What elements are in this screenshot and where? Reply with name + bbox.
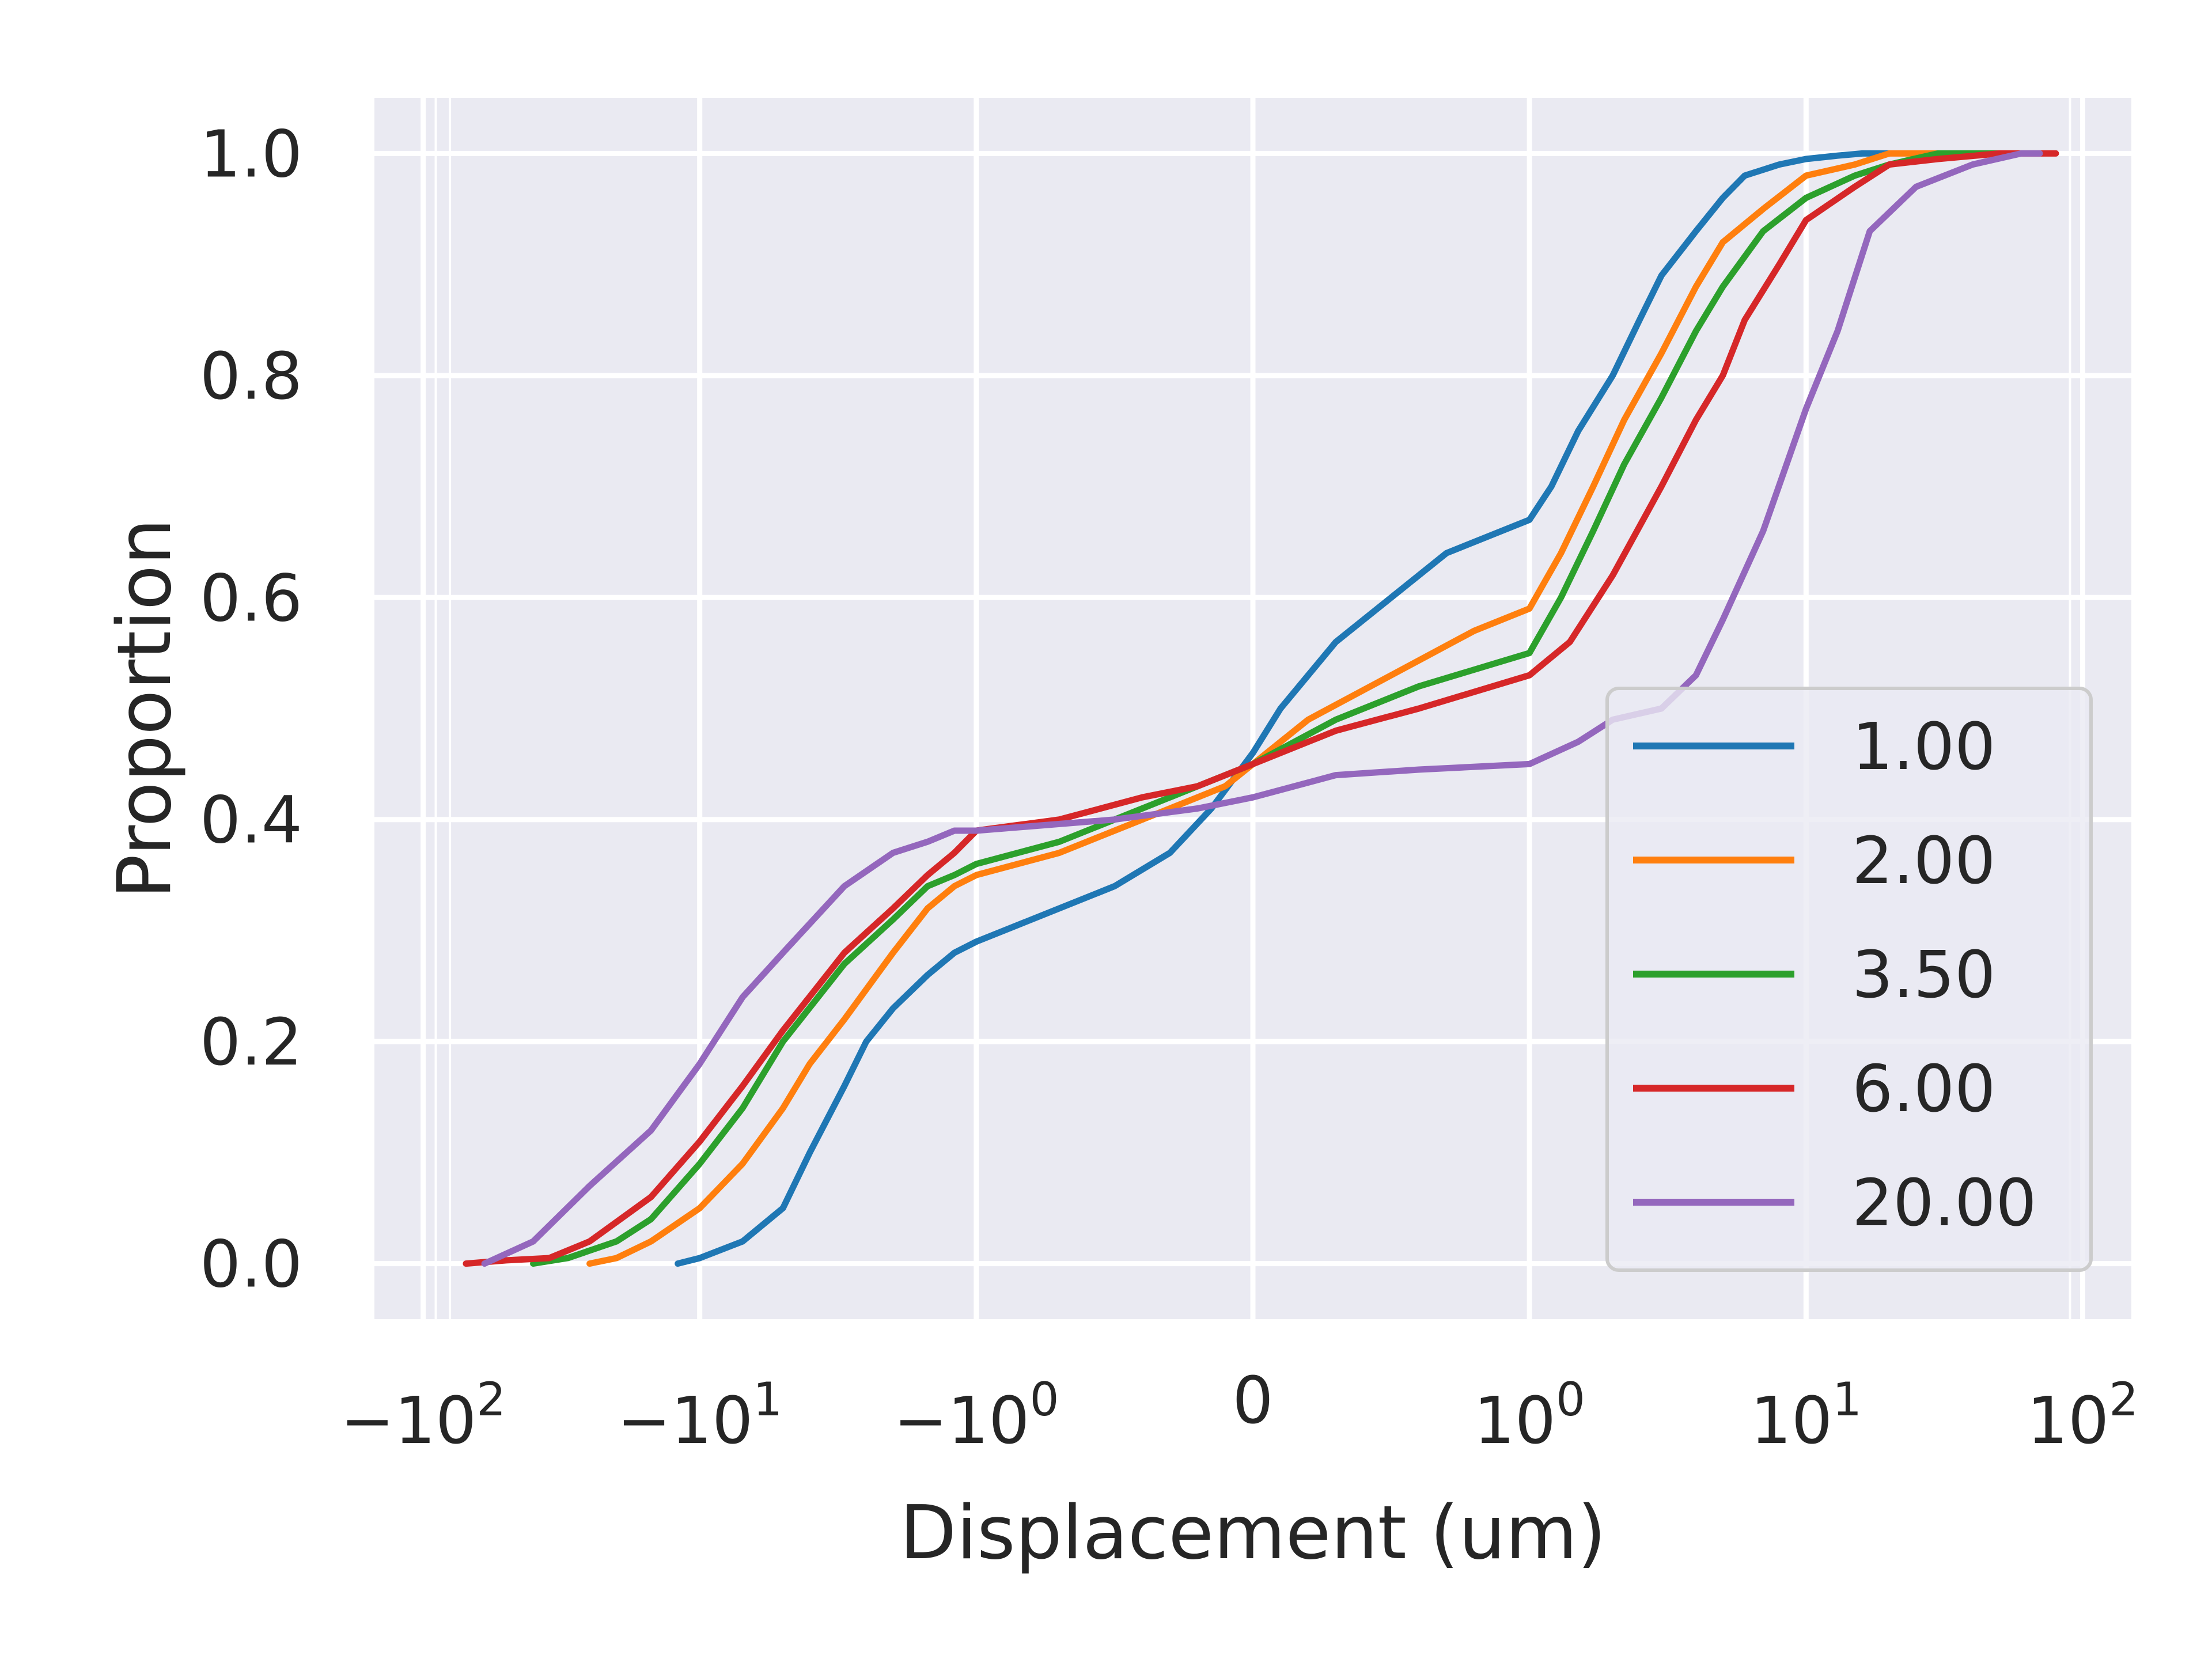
y-tick-label: 0.0 [200, 1228, 302, 1302]
y-tick-label: 0.4 [200, 783, 302, 858]
legend-label: 3.50 [1852, 938, 1995, 1013]
legend-label: 1.00 [1852, 710, 1995, 785]
x-tick-label: −101 [617, 1373, 782, 1459]
x-tick-label: 101 [1751, 1373, 1862, 1459]
legend-items: 1.00 2.00 3.50 6.00 20.00 [1633, 710, 2037, 1241]
legend-label: 2.00 [1852, 824, 1995, 899]
series-line-1.00 [675, 150, 1893, 1267]
x-tick-label: −102 [340, 1373, 506, 1459]
legend-entry: 1.00 [1633, 710, 1995, 785]
legend-label: 20.00 [1852, 1166, 2037, 1241]
legend-label: 6.00 [1852, 1052, 1995, 1127]
x-tick-label: −100 [893, 1373, 1059, 1459]
legend-frame [1605, 687, 2093, 1272]
legend-entry: 6.00 [1633, 1052, 1995, 1127]
y-tick-label: 0.2 [200, 1005, 302, 1080]
y-axis-title: Proportion [102, 518, 188, 899]
series-lines [463, 150, 2059, 1267]
legend: 1.00 2.00 3.50 6.00 20.00 [1605, 687, 2093, 1272]
series-line-20.00 [481, 150, 2043, 1267]
legend-entry: 3.50 [1633, 938, 1995, 1013]
legend-entry: 2.00 [1633, 824, 1995, 899]
legend-entry: 20.00 [1633, 1166, 2037, 1241]
x-tick-label: 102 [2027, 1373, 2138, 1459]
series-line-2.00 [586, 150, 1941, 1267]
x-tick-label: 0 [1232, 1363, 1273, 1438]
x-axis-title: Displacement (um) [900, 1490, 1606, 1576]
y-tick-label: 1.0 [200, 117, 302, 192]
x-tick-label: 100 [1474, 1373, 1585, 1459]
y-tick-label: 0.6 [200, 561, 302, 636]
series-line-6.00 [463, 150, 2059, 1267]
x-tick-labels: −102 −101 −100 0 100 101 102 [340, 1363, 2138, 1459]
y-tick-labels: 0.0 0.2 0.4 0.6 0.8 1.0 [200, 117, 302, 1302]
y-tick-label: 0.8 [200, 339, 302, 414]
